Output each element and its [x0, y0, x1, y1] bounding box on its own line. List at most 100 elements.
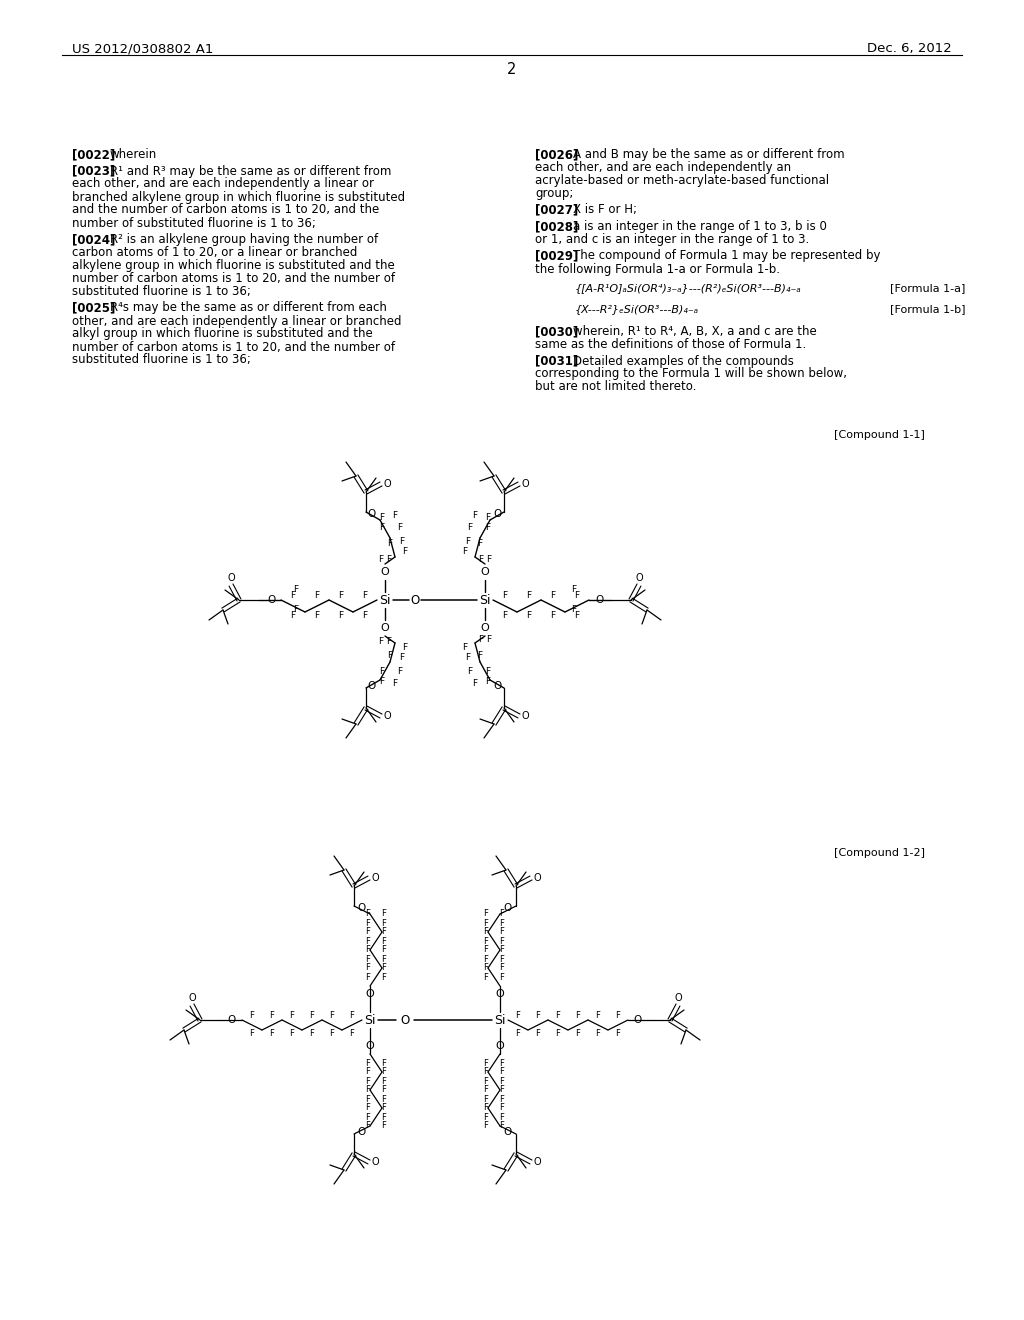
Text: F: F	[472, 511, 477, 520]
Text: F: F	[500, 919, 505, 928]
Text: corresponding to the Formula 1 will be shown below,: corresponding to the Formula 1 will be s…	[535, 367, 847, 380]
Text: F: F	[366, 909, 371, 919]
Text: F: F	[483, 954, 488, 964]
Text: a is an integer in the range of 1 to 3, b is 0: a is an integer in the range of 1 to 3, …	[572, 220, 826, 234]
Text: The compound of Formula 1 may be represented by: The compound of Formula 1 may be represe…	[572, 249, 880, 263]
Text: F: F	[380, 668, 385, 676]
Text: F: F	[503, 611, 508, 620]
Text: F: F	[596, 1030, 600, 1039]
Text: F: F	[314, 611, 319, 620]
Text: F: F	[392, 680, 397, 689]
Text: F: F	[366, 936, 371, 945]
Text: F: F	[526, 591, 531, 601]
Text: F: F	[463, 548, 468, 557]
Text: substituted fluorine is 1 to 36;: substituted fluorine is 1 to 36;	[72, 354, 251, 367]
Text: but are not limited thereto.: but are not limited thereto.	[535, 380, 696, 393]
Text: F: F	[380, 524, 385, 532]
Text: [0027]: [0027]	[535, 203, 579, 216]
Text: Detailed examples of the compounds: Detailed examples of the compounds	[572, 355, 794, 367]
Text: wherein: wherein	[110, 148, 157, 161]
Text: O: O	[494, 510, 502, 519]
Text: 2: 2	[507, 62, 517, 77]
Text: [0030]: [0030]	[535, 325, 579, 338]
Text: F: F	[483, 1068, 488, 1077]
Text: O: O	[267, 595, 275, 605]
Text: F: F	[551, 591, 556, 601]
Text: F: F	[339, 591, 344, 601]
Text: O: O	[371, 873, 379, 883]
Text: F: F	[483, 1085, 488, 1094]
Text: O: O	[227, 573, 234, 583]
Text: O: O	[674, 993, 682, 1003]
Text: F: F	[575, 1030, 581, 1039]
Text: F: F	[500, 1085, 505, 1094]
Text: F: F	[290, 1011, 295, 1020]
Text: F: F	[615, 1030, 621, 1039]
Text: F: F	[500, 954, 505, 964]
Text: F: F	[387, 540, 392, 549]
Text: O: O	[521, 711, 528, 721]
Text: wherein, R¹ to R⁴, A, B, X, a and c are the: wherein, R¹ to R⁴, A, B, X, a and c are …	[572, 325, 816, 338]
Text: F: F	[483, 1077, 488, 1085]
Text: F: F	[290, 1030, 295, 1039]
Text: F: F	[291, 591, 296, 601]
Text: O: O	[521, 479, 528, 488]
Text: [Formula 1-a]: [Formula 1-a]	[890, 282, 966, 293]
Text: F: F	[483, 1122, 488, 1130]
Text: O: O	[504, 1127, 512, 1137]
Text: F: F	[483, 1094, 488, 1104]
Text: {X---R²}ₑSi(OR³---B)₄₋ₐ: {X---R²}ₑSi(OR³---B)₄₋ₐ	[575, 304, 699, 314]
Text: F: F	[500, 964, 505, 973]
Text: F: F	[483, 928, 488, 936]
Text: F: F	[575, 1011, 581, 1020]
Text: F: F	[380, 677, 385, 686]
Text: F: F	[483, 964, 488, 973]
Text: F: F	[500, 1104, 505, 1113]
Text: F: F	[269, 1030, 274, 1039]
Text: F: F	[463, 644, 468, 652]
Text: F: F	[382, 936, 386, 945]
Text: [0024]: [0024]	[72, 234, 116, 246]
Text: F: F	[477, 652, 482, 660]
Text: F: F	[382, 1085, 386, 1094]
Text: F: F	[483, 1059, 488, 1068]
Text: F: F	[366, 1104, 371, 1113]
Text: substituted fluorine is 1 to 36;: substituted fluorine is 1 to 36;	[72, 285, 251, 298]
Text: other, and are each independently a linear or branched: other, and are each independently a line…	[72, 314, 401, 327]
Text: F: F	[500, 909, 505, 919]
Text: F: F	[366, 1122, 371, 1130]
Text: number of carbon atoms is 1 to 20, and the number of: number of carbon atoms is 1 to 20, and t…	[72, 272, 395, 285]
Text: branched alkylene group in which fluorine is substituted: branched alkylene group in which fluorin…	[72, 190, 406, 203]
Text: F: F	[339, 611, 344, 620]
Text: F: F	[500, 1077, 505, 1085]
Text: F: F	[515, 1030, 520, 1039]
Text: F: F	[571, 606, 577, 615]
Text: F: F	[485, 513, 490, 523]
Text: O: O	[228, 1015, 237, 1026]
Text: O: O	[381, 623, 389, 634]
Text: F: F	[466, 537, 471, 546]
Text: O: O	[504, 903, 512, 913]
Text: each other, and are each independently a linear or: each other, and are each independently a…	[72, 177, 374, 190]
Text: O: O	[368, 681, 376, 690]
Text: O: O	[595, 595, 603, 605]
Text: F: F	[366, 1059, 371, 1068]
Text: F: F	[402, 548, 408, 557]
Text: F: F	[500, 1113, 505, 1122]
Text: F: F	[382, 973, 386, 982]
Text: F: F	[467, 524, 472, 532]
Text: O: O	[371, 1158, 379, 1167]
Text: F: F	[382, 1059, 386, 1068]
Text: F: F	[485, 677, 490, 686]
Text: Si: Si	[495, 1014, 506, 1027]
Text: O: O	[357, 1127, 367, 1137]
Text: F: F	[478, 635, 483, 644]
Text: US 2012/0308802 A1: US 2012/0308802 A1	[72, 42, 213, 55]
Text: F: F	[536, 1011, 541, 1020]
Text: F: F	[483, 1113, 488, 1122]
Text: F: F	[483, 973, 488, 982]
Text: F: F	[314, 591, 319, 601]
Text: number of carbon atoms is 1 to 20, and the number of: number of carbon atoms is 1 to 20, and t…	[72, 341, 395, 354]
Text: and the number of carbon atoms is 1 to 20, and the: and the number of carbon atoms is 1 to 2…	[72, 203, 379, 216]
Text: [Compound 1-1]: [Compound 1-1]	[835, 430, 925, 440]
